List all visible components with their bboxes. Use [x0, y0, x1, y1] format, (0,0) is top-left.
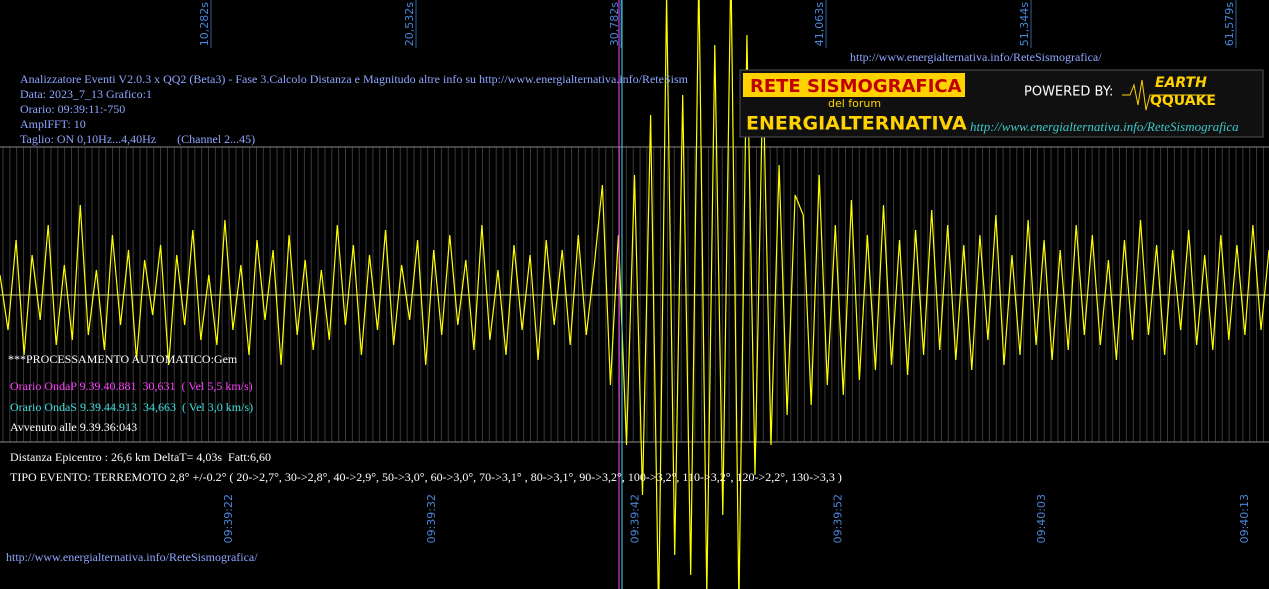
status-line: ***PROCESSAMENTO AUTOMATICO:Gem	[8, 352, 238, 366]
axis-labels: 10,282s 20,532s 30,782s 41,063s 51,344s 61,57…	[198, 0, 1251, 543]
top-axis-label: 61,579s	[1223, 2, 1236, 46]
bottom-axis-label: 09:39:52	[832, 494, 845, 543]
bottom-axis-label: 09:39:32	[425, 494, 438, 543]
logo-band	[743, 73, 965, 97]
header-line: AmplFFT: 10	[20, 117, 86, 131]
top-axis-label: 51,344s	[1018, 2, 1031, 46]
top-url: http://www.energialternativa.info/ReteSi…	[850, 50, 1102, 64]
bottom-axis-label: 09:39:42	[628, 494, 641, 543]
logo-name: ENERGIALTERNATIVA	[746, 113, 967, 135]
top-axis-label: 41,063s	[813, 2, 826, 46]
bottom-axis-label: 09:40:13	[1238, 494, 1251, 543]
distance-line: Distanza Epicentro : 26,6 km DeltaT= 4,0…	[10, 450, 271, 464]
event-type-line: TIPO EVENTO: TERREMOTO 2,8° +/-0.2° ( 20…	[10, 470, 842, 484]
bottom-axis-label: 09:39:22	[222, 494, 235, 543]
logo-powered: POWERED BY:	[1024, 85, 1113, 100]
logo-title: RETE SISMOGRAFICA	[750, 76, 962, 97]
logo-earth: EARTH	[1155, 75, 1207, 91]
header-line: Data: 2023_7_13 Grafico:1	[20, 87, 152, 101]
logo-sub: del forum	[828, 97, 881, 110]
p-wave-line: Orario OndaP 9.39.40.881 30,631 ( Vel 5,…	[10, 379, 253, 393]
bottom-url: http://www.energialternativa.info/ReteSi…	[6, 550, 258, 564]
top-axis-label: 30,782s	[608, 2, 621, 46]
top-axis-label: 10,282s	[198, 2, 211, 46]
header-line: Orario: 09:39:11:-750	[20, 102, 125, 116]
logo: RETE SISMOGRAFICA del forum ENERGIALTERN…	[739, 69, 1264, 138]
header-line: Analizzatore Eventi V2.0.3 x QQ2 (Beta3)…	[20, 72, 689, 86]
occurred-line: Avvenuto alle 9.39.36:043	[10, 420, 137, 434]
bottom-axis-label: 09:40:03	[1035, 494, 1048, 543]
top-axis-label: 20,532s	[403, 2, 416, 46]
logo-wave	[1122, 79, 1214, 111]
logo-quake: QQUAKE	[1150, 93, 1216, 109]
logo-url: http://www.energialternativa.info/ReteSi…	[970, 119, 1239, 134]
s-wave-line: Orario OndaS 9.39.44.913 34,663 ( Vel 3,…	[10, 400, 253, 414]
header-line: Taglio: ON 0,10Hz...4,40Hz (Channel 2...…	[20, 132, 255, 146]
